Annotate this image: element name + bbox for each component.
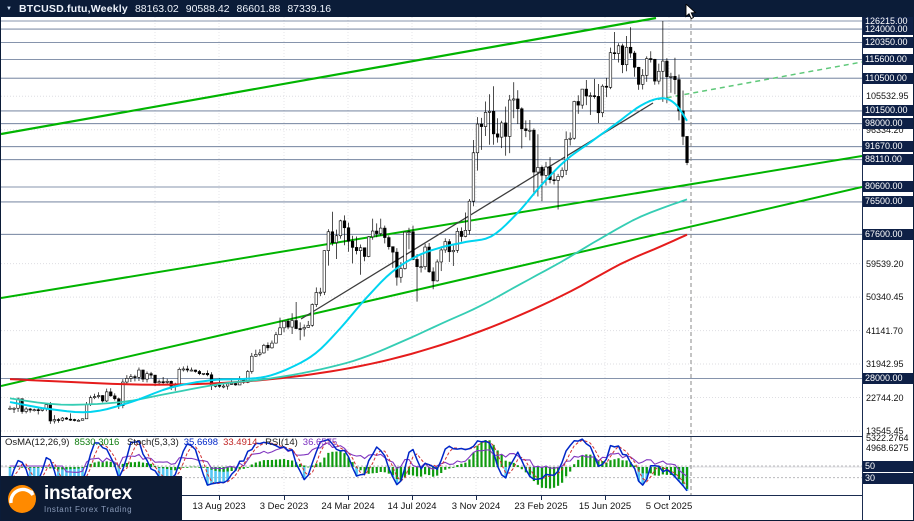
- price-level-badge: 120350.00: [863, 36, 913, 48]
- ma-slow-red: [9, 233, 688, 386]
- price-level-badge: 110500.00: [863, 72, 913, 84]
- axis-grid-label: 105532.95: [866, 91, 909, 102]
- price-level-badge: 115600.00: [863, 54, 913, 66]
- rsi-value: 36.6575: [302, 437, 338, 448]
- watermark: instaforex Instant Forex Trading: [1, 476, 182, 520]
- axis-grid-label: 50340.45: [866, 292, 904, 303]
- price-close: 87339.16: [287, 3, 332, 15]
- axis-grid-label: 41141.70: [866, 325, 903, 336]
- price-level-badge: 91670.00: [863, 141, 913, 153]
- ma-fast-cyan: [9, 97, 688, 414]
- price-level-badge: 88110.00: [863, 154, 913, 166]
- date-label: 3 Nov 2024: [451, 501, 501, 512]
- oscillator-level-badge: 50: [863, 460, 913, 472]
- watermark-tagline: Instant Forex Trading: [44, 505, 133, 514]
- time-tick: [669, 496, 670, 500]
- oscillator-pane: [8, 438, 689, 492]
- time-tick: [219, 496, 220, 500]
- oscillator-level-badge: 30: [863, 472, 913, 484]
- price-level-badge: 80600.00: [863, 181, 913, 193]
- axis-grid-label: 59539.20: [866, 258, 904, 269]
- price-level-badge: 76500.00: [863, 196, 913, 208]
- instaforex-logo: [8, 485, 36, 513]
- time-tick: [541, 496, 542, 500]
- date-label: 3 Dec 2023: [259, 501, 309, 512]
- candles: [8, 21, 689, 424]
- date-label: 23 Feb 2025: [514, 501, 568, 512]
- watermark-brand: instaforex: [44, 483, 132, 504]
- price-level-badge: 101500.00: [863, 105, 913, 117]
- mouse-cursor-icon: [685, 2, 697, 25]
- axis-grid-label: 13545.45: [866, 426, 904, 436]
- date-label: 15 Jun 2025: [578, 501, 632, 512]
- price-open: 88163.02: [134, 3, 179, 15]
- axis-grid-label: 22744.20: [866, 392, 904, 403]
- price-low: 86601.88: [236, 3, 281, 15]
- indicator-scale-label: 4968.6275: [866, 443, 909, 453]
- osma-value: 8530.3016: [74, 437, 120, 448]
- rsi-label: RSI(14): [265, 437, 298, 448]
- time-tick: [284, 496, 285, 500]
- rsi-line: [10, 442, 688, 477]
- date-label: 14 Jul 2024: [387, 501, 437, 512]
- time-tick: [412, 496, 413, 500]
- chevron-down-icon[interactable]: ▼: [6, 6, 12, 12]
- plot-area: [1, 17, 862, 495]
- indicator-scale-label: 5322.2764: [866, 433, 909, 443]
- chart-title-bar: ▼ BTCUSD.futu,Weekly 88163.02 90588.42 8…: [1, 1, 913, 17]
- time-tick: [348, 496, 349, 500]
- axis-grid-label: 31942.95: [866, 359, 904, 370]
- date-label: 13 Aug 2023: [192, 501, 246, 512]
- time-tick: [605, 496, 606, 500]
- stoch-main-line: [9, 438, 688, 492]
- stoch-signal-value: 33.4914: [223, 437, 258, 448]
- stoch-label: Stoch(5,3,3): [126, 437, 179, 448]
- price-level-badge: 67600.00: [863, 228, 913, 240]
- indicator-labels: OsMA(12,26,9) 8530.3016 Stoch(5,3,3) 35.66…: [5, 437, 342, 448]
- price-axis[interactable]: 105532.95 96334.20 59539.20 50340.45 41141.7…: [862, 1, 913, 520]
- stoch-main-value: 35.6698: [183, 437, 219, 448]
- price-high: 90588.42: [185, 3, 230, 15]
- ma-mid-teal: [9, 198, 688, 406]
- time-tick: [476, 496, 477, 500]
- symbol-timeframe: BTCUSD.futu,Weekly: [18, 3, 128, 15]
- price-level-badge: 124000.00: [863, 23, 913, 35]
- date-label: 5 Oct 2025: [645, 501, 693, 512]
- date-label: 24 Mar 2024: [321, 501, 375, 512]
- osma-label: OsMA(12,26,9): [5, 437, 70, 448]
- axis-grid-label: 96334.20: [866, 124, 904, 135]
- price-level-badge: 98000.00: [863, 118, 913, 130]
- price-level-badge: 126215.00: [863, 15, 913, 27]
- price-level-badge: 28000.00: [863, 372, 913, 384]
